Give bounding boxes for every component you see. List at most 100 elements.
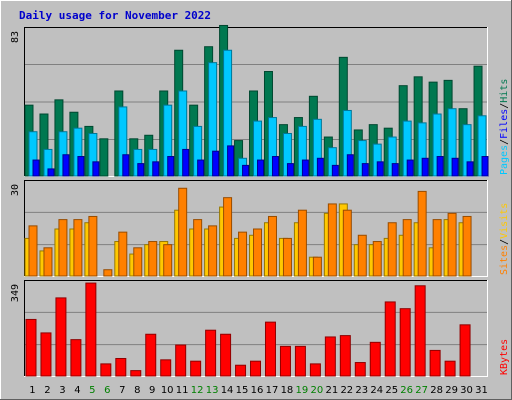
bar-fill bbox=[212, 150, 220, 177]
bar-fill bbox=[182, 148, 190, 177]
bar-fill bbox=[242, 164, 250, 177]
bar-fill bbox=[175, 344, 187, 377]
bar-fill bbox=[118, 231, 128, 277]
x-tick-label-10: 10 bbox=[161, 385, 174, 396]
bar-sites-29 bbox=[447, 212, 457, 277]
bar-sites-5 bbox=[88, 215, 98, 277]
kbytes-legend: KBytes bbox=[499, 339, 510, 375]
bar-pages-22 bbox=[346, 154, 354, 177]
bar-kbytes-17 bbox=[264, 321, 276, 377]
bar-pages-30 bbox=[466, 161, 474, 177]
bar-fill bbox=[28, 225, 38, 277]
bar-fill bbox=[459, 324, 471, 377]
legend-item-hits: Hits bbox=[499, 79, 510, 103]
chart-title: Daily usage for November 2022 bbox=[19, 9, 211, 22]
hits-files-pages-ymax-label: 83 bbox=[10, 31, 21, 43]
bar-fill bbox=[253, 228, 263, 277]
bar-fill bbox=[115, 357, 127, 377]
bar-fill bbox=[103, 269, 113, 277]
bar-kbytes-7 bbox=[115, 357, 127, 377]
bar-pages-17 bbox=[271, 156, 279, 177]
bar-sites-2 bbox=[43, 247, 53, 277]
bar-kbytes-9 bbox=[145, 333, 157, 377]
bar-kbytes-11 bbox=[175, 344, 187, 377]
bar-fill bbox=[369, 341, 381, 377]
x-tick-label-22: 22 bbox=[340, 385, 353, 396]
bar-fill bbox=[429, 349, 441, 377]
x-tick-label-12: 12 bbox=[191, 385, 204, 396]
bar-pages-14 bbox=[227, 145, 235, 177]
bar-fill bbox=[384, 301, 396, 377]
bar-fill bbox=[257, 159, 265, 177]
bar-fill bbox=[309, 363, 321, 377]
x-tick-label-18: 18 bbox=[281, 385, 294, 396]
bar-fill bbox=[88, 215, 98, 277]
bar-sites-6 bbox=[103, 269, 113, 277]
bar-kbytes-5 bbox=[85, 282, 97, 377]
x-tick-label-31: 31 bbox=[475, 385, 488, 396]
bar-pages-20 bbox=[316, 157, 324, 177]
bar-fill bbox=[197, 159, 205, 177]
bar-sites-12 bbox=[193, 219, 203, 277]
x-tick-label-30: 30 bbox=[460, 385, 473, 396]
bar-fill bbox=[436, 156, 444, 177]
bar-kbytes-3 bbox=[55, 297, 67, 377]
bar-kbytes-16 bbox=[250, 360, 262, 377]
bar-fill bbox=[208, 225, 218, 277]
bar-fill bbox=[148, 241, 158, 277]
bar-sites-13 bbox=[208, 225, 218, 277]
bar-sites-27 bbox=[417, 190, 427, 277]
bar-fill bbox=[25, 318, 37, 377]
bar-sites-14 bbox=[223, 197, 233, 277]
bar-fill bbox=[238, 231, 248, 277]
bar-fill bbox=[47, 168, 55, 177]
x-tick-label-26: 26 bbox=[400, 385, 413, 396]
bar-kbytes-6 bbox=[100, 363, 112, 377]
bar-kbytes-28 bbox=[429, 349, 441, 377]
bar-fill bbox=[447, 212, 457, 277]
bar-kbytes-23 bbox=[354, 362, 366, 377]
x-tick-label-25: 25 bbox=[385, 385, 398, 396]
x-tick-label-20: 20 bbox=[311, 385, 324, 396]
x-tick-label-3: 3 bbox=[59, 385, 65, 396]
x-tick-label-21: 21 bbox=[325, 385, 338, 396]
bar-pages-23 bbox=[361, 163, 369, 177]
bar-fill bbox=[235, 364, 247, 377]
bar-fill bbox=[178, 187, 188, 277]
bar-fill bbox=[193, 219, 203, 277]
bar-pages-18 bbox=[286, 163, 294, 177]
bar-sites-16 bbox=[253, 228, 263, 277]
x-tick-label-19: 19 bbox=[296, 385, 309, 396]
bar-kbytes-25 bbox=[384, 301, 396, 377]
bar-fill bbox=[271, 156, 279, 177]
bar-pages-10 bbox=[167, 156, 175, 177]
bar-kbytes-1 bbox=[25, 318, 37, 377]
bar-kbytes-26 bbox=[399, 308, 411, 377]
bar-pages-31 bbox=[481, 156, 489, 177]
bar-pages-16 bbox=[257, 159, 265, 177]
bar-fill bbox=[92, 161, 100, 177]
bar-sites-3 bbox=[58, 219, 68, 277]
bar-kbytes-14 bbox=[220, 333, 232, 377]
x-tick-label-2: 2 bbox=[44, 385, 50, 396]
bar-sites-17 bbox=[267, 215, 277, 277]
bar-pages-8 bbox=[137, 163, 145, 177]
bar-kbytes-8 bbox=[130, 370, 142, 377]
bar-fill bbox=[451, 157, 459, 177]
bar-kbytes-24 bbox=[369, 341, 381, 377]
bar-kbytes-12 bbox=[190, 360, 202, 377]
bar-fill bbox=[227, 145, 235, 177]
bar-sites-11 bbox=[178, 187, 188, 277]
bar-pages-13 bbox=[212, 150, 220, 177]
bar-pages-2 bbox=[47, 168, 55, 177]
x-tick-label-15: 15 bbox=[236, 385, 249, 396]
bar-fill bbox=[62, 154, 70, 177]
bar-sites-24 bbox=[372, 241, 382, 277]
kbytes-panel: 349 KBytes bbox=[10, 280, 510, 377]
bar-fill bbox=[55, 297, 67, 377]
bar-kbytes-29 bbox=[444, 360, 456, 377]
bar-fill bbox=[376, 161, 384, 177]
bar-pages-15 bbox=[242, 164, 250, 177]
x-tick-label-28: 28 bbox=[430, 385, 443, 396]
